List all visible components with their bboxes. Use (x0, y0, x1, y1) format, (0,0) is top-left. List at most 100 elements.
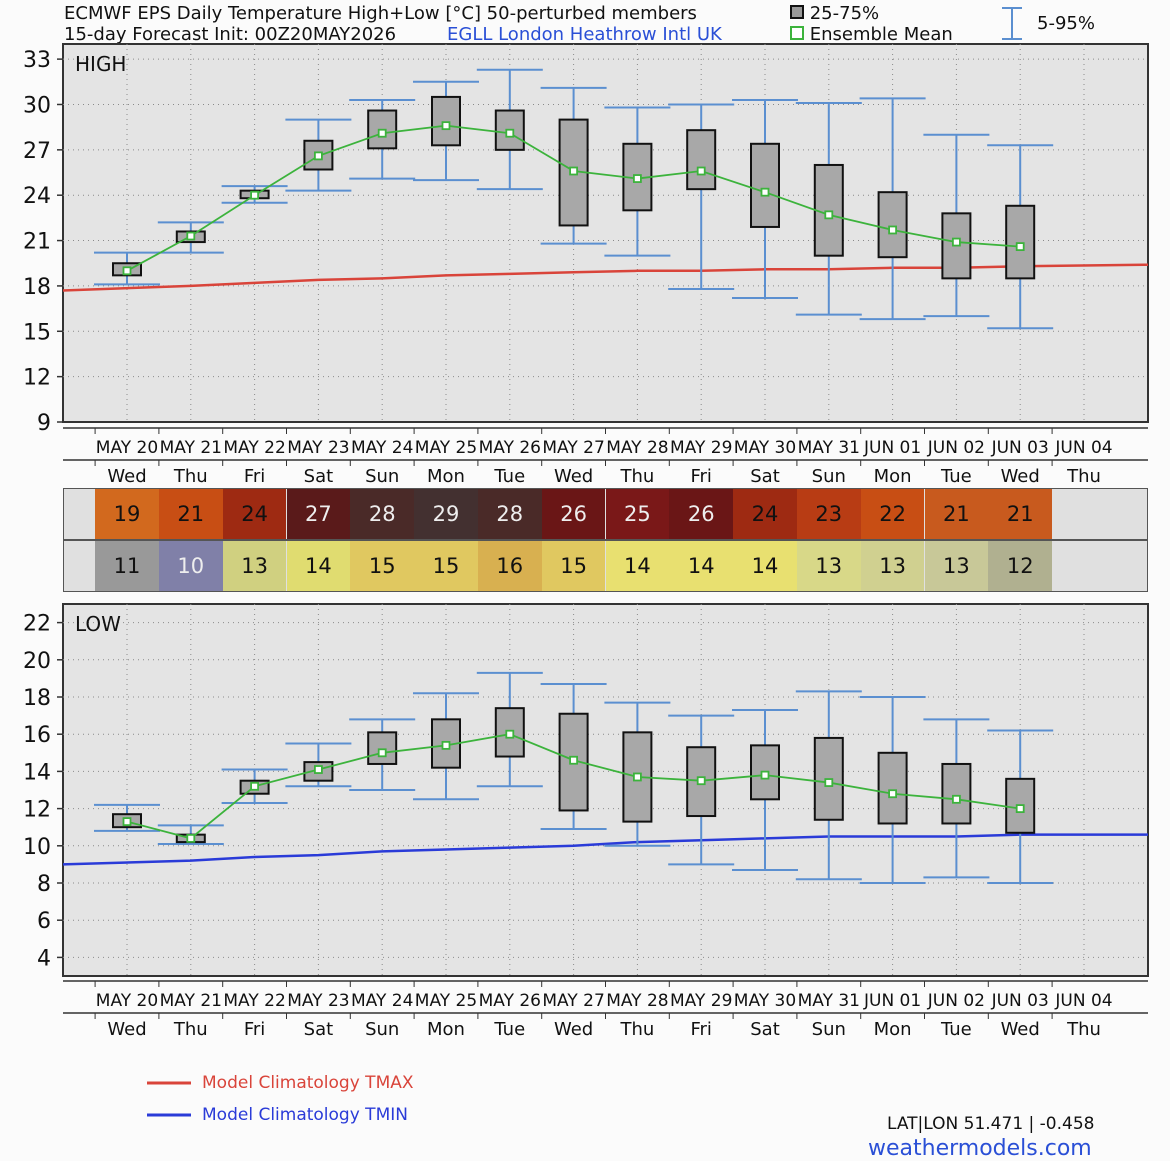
date-tick-label: MAY 26 (479, 438, 541, 458)
table-cell: 27 (286, 489, 351, 539)
date-tick-label: JUN 02 (927, 438, 985, 458)
mean-point (1015, 242, 1025, 252)
iqr-box (941, 762, 972, 825)
table-cell: 19 (95, 489, 159, 539)
table-cell: 15 (541, 541, 606, 591)
weekday-tick-label: Sun (812, 1019, 846, 1040)
y-tick-label: 16 (23, 723, 51, 748)
weekday-tick-label: Thu (173, 1019, 208, 1040)
mean-point (505, 729, 515, 739)
mean-point (377, 128, 387, 138)
weekday-tick-label: Fri (244, 1019, 265, 1040)
y-tick-label: 24 (23, 184, 51, 209)
y-tick-label: 33 (23, 48, 51, 73)
mean-point (441, 121, 451, 131)
mean-point (696, 776, 706, 786)
mean-point (760, 187, 770, 197)
weekday-tick-label: Fri (244, 466, 265, 487)
date-tick-label: JUN 04 (1054, 991, 1112, 1011)
legend-mean-label: Ensemble Mean (809, 24, 953, 45)
mean-point (122, 817, 132, 827)
legend-mean-item: Ensemble Mean (790, 25, 953, 45)
y-tick-label: 10 (23, 835, 51, 860)
weekday-tick-label: Fri (690, 1019, 711, 1040)
low-date-axis: MAY 20 Wed MAY 21 Thu MAY 22 Fri MAY 23 Sat MAY … (63, 980, 1148, 1040)
mean-point (441, 740, 451, 750)
mean-point (569, 166, 578, 176)
mean-point (250, 190, 260, 200)
date-tick-label: MAY 26 (479, 991, 541, 1011)
date-tick-label: JUN 03 (991, 438, 1049, 458)
date-tick-label: MAY 28 (606, 438, 668, 458)
date-tick-label: JUN 01 (863, 991, 921, 1011)
table-cell: 13 (860, 541, 925, 591)
table-cell: 29 (414, 489, 478, 539)
mean-point (888, 225, 897, 235)
y-tick-label: 12 (23, 798, 51, 823)
mean-point (696, 166, 706, 176)
weekday-tick-label: Wed (107, 466, 146, 487)
weekday-tick-label: Tue (940, 466, 972, 487)
site-link[interactable]: weathermodels.com (868, 1136, 1092, 1161)
mean-point (569, 755, 578, 765)
table-cell: 14 (733, 541, 797, 591)
weekday-tick-label: Tue (493, 1019, 525, 1040)
whisker-legend-icon (1002, 7, 1022, 40)
y-tick-label: 18 (23, 275, 51, 300)
tmax-legend-line (147, 1081, 191, 1117)
high-value-table: 19 21 24 27 28 29 28 26 25 26 24 23 22 21 21 (63, 488, 1148, 540)
table-cell: 21 (924, 489, 989, 539)
mean-point (186, 833, 196, 843)
weekday-tick-label: Mon (874, 1019, 912, 1040)
table-cell: 24 (733, 489, 797, 539)
weekday-tick-label: Thu (173, 466, 208, 487)
panel-label: HIGH (75, 52, 126, 76)
weekday-tick-label: Mon (427, 466, 465, 487)
table-cell: 15 (414, 541, 478, 591)
date-tick-label: MAY 24 (351, 991, 413, 1011)
table-cell: 15 (350, 541, 415, 591)
weekday-tick-label: Sun (812, 466, 846, 487)
weekday-tick-label: Sat (304, 466, 334, 487)
mean-point (186, 231, 196, 241)
low-value-table: 11 10 13 14 15 15 16 15 14 14 14 13 13 13 12 (63, 540, 1148, 592)
y-tick-label: 12 (23, 366, 51, 391)
date-tick-label: JUN 04 (1054, 438, 1112, 458)
box-legend-icon (790, 5, 804, 19)
date-tick-label: MAY 21 (160, 438, 222, 458)
date-tick-label: JUN 02 (927, 991, 985, 1011)
table-cell: 12 (988, 541, 1053, 591)
table-cell: 23 (796, 489, 861, 539)
date-tick-label: JUN 01 (863, 438, 921, 458)
mean-point (824, 210, 834, 220)
date-tick-label: MAY 31 (798, 438, 860, 458)
mean-point (377, 748, 387, 758)
date-tick-label: MAY 20 (96, 991, 158, 1011)
climatology-line (62, 833, 1148, 866)
date-tick-label: MAY 21 (160, 991, 222, 1011)
table-cell: 28 (477, 489, 542, 539)
mean-point (505, 128, 515, 138)
table-cell: 16 (477, 541, 542, 591)
date-tick-label: MAY 29 (670, 438, 732, 458)
tmax-legend-label: Model Climatology TMAX (202, 1073, 414, 1093)
high-temperature-chart: 9 12 15 18 21 24 27 30 33 HIGH (23, 43, 1149, 436)
lat-lon-readout: LAT|LON 51.471 | -0.458 (887, 1114, 1095, 1134)
y-tick-label: 27 (23, 139, 51, 164)
y-tick-label: 22 (23, 612, 51, 637)
mean-point (313, 765, 323, 774)
weekday-tick-label: Thu (1066, 466, 1101, 487)
mean-point (760, 770, 770, 780)
mean-point (633, 772, 642, 782)
y-tick-label: 4 (37, 946, 51, 971)
date-tick-label: MAY 30 (734, 991, 796, 1011)
date-tick-label: MAY 29 (670, 991, 732, 1011)
mean-point (824, 778, 834, 787)
weekday-tick-label: Mon (874, 466, 912, 487)
date-tick-label: MAY 27 (542, 438, 604, 458)
mean-point (952, 237, 961, 247)
date-tick-label: MAY 22 (223, 438, 285, 458)
low-temperature-chart: 4 6 8 10 12 14 16 18 20 22 LOW (23, 603, 1149, 977)
table-cell: 13 (796, 541, 861, 591)
table-cell: 21 (158, 489, 223, 539)
